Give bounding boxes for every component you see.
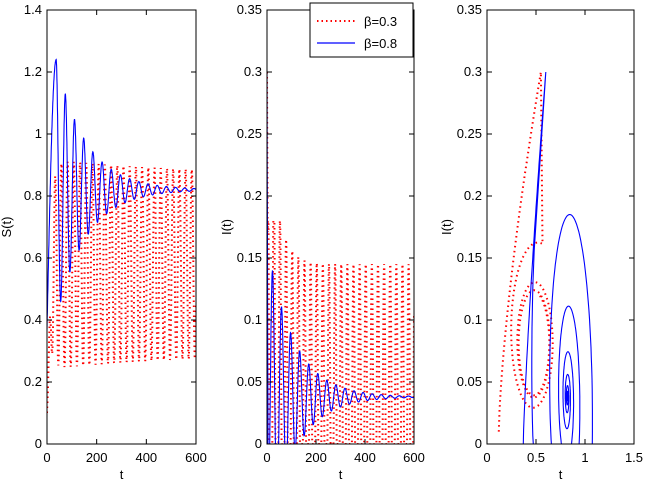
- x-tick-label: 0: [483, 450, 490, 465]
- y-tick-label: 0.8: [24, 188, 42, 203]
- y-tick-label: 0.4: [24, 312, 42, 327]
- plot-area: [47, 58, 196, 414]
- series-beta-0.3: [497, 71, 554, 432]
- y-tick-label: 0: [255, 436, 262, 451]
- panel-s-of-t: 0 200 400 600 0 0.2 0.4 0.6 0.8 1 1.2 1.4 t S(t): [0, 2, 207, 482]
- y-tick-label: 1.4: [24, 2, 42, 17]
- y-tick-label: 0: [35, 436, 42, 451]
- x-tick-label: 200: [86, 450, 108, 465]
- x-tick-label: 600: [403, 450, 425, 465]
- y-tick-label: 0.6: [24, 250, 42, 265]
- y-axis-label: S(t): [0, 217, 14, 238]
- y-axis-label: I(t): [439, 219, 454, 235]
- x-tick-label: 400: [135, 450, 157, 465]
- y-tick-label: 0.35: [237, 2, 262, 17]
- x-tick-label: 0.5: [527, 450, 545, 465]
- x-tick-label: 600: [185, 450, 207, 465]
- y-tick-label: 1: [35, 126, 42, 141]
- axes-frame: [486, 9, 635, 445]
- y-tick-label: 0.35: [457, 2, 482, 17]
- x-tick-label: 0: [43, 450, 50, 465]
- legend-label-beta-low: β=0.3: [364, 14, 397, 29]
- panel-i-of-t: 0 200 400 600 0 0.05 0.1 0.15 0.2 0.25 0.3 0.35 t I(t…: [219, 2, 425, 482]
- y-tick-label: 0.25: [237, 126, 262, 141]
- x-tick-label: 400: [354, 450, 376, 465]
- y-tick-label: 0.15: [457, 250, 482, 265]
- x-axis-label: t: [120, 467, 124, 482]
- series-beta-0.8: [267, 71, 414, 444]
- y-tick-label: 0.05: [237, 374, 262, 389]
- legend-box: [309, 2, 414, 58]
- y-tick-label: 0.2: [244, 188, 262, 203]
- plot-area: [267, 71, 414, 444]
- legend-label-beta-high: β=0.8: [364, 36, 397, 51]
- y-tick-label: 0.1: [244, 312, 262, 327]
- y-tick-label: 0.2: [464, 188, 482, 203]
- y-tick-label: 0.05: [457, 374, 482, 389]
- axes-frame: [46, 9, 197, 445]
- x-axis-label: t: [339, 467, 343, 482]
- x-tick-label: 200: [305, 450, 327, 465]
- x-tick-label: 0: [263, 450, 270, 465]
- x-axis-label: t: [559, 467, 563, 482]
- series-beta-0.3: [47, 161, 196, 414]
- y-tick-label: 1.2: [24, 64, 42, 79]
- panel-phase-plane: 0 0.5 1 1.5 0 0.05 0.1 0.15 0.2 0.25 0.3 0.35 t I(t): [439, 2, 643, 482]
- y-tick-label: 0.15: [237, 250, 262, 265]
- series-beta-0.8: [522, 71, 593, 444]
- y-tick-label: 0: [475, 436, 482, 451]
- plot-area: [497, 71, 593, 444]
- x-tick-label: 1.5: [625, 450, 643, 465]
- y-tick-label: 0.1: [464, 312, 482, 327]
- y-axis-label: I(t): [219, 219, 234, 235]
- y-tick-label: 0.3: [464, 64, 482, 79]
- series-beta-0.8: [47, 58, 196, 330]
- x-tick-label: 1: [581, 450, 588, 465]
- y-tick-label: 0.3: [244, 64, 262, 79]
- legend: β=0.3 β=0.8: [309, 2, 414, 58]
- y-tick-label: 0.2: [24, 374, 42, 389]
- y-tick-label: 0.25: [457, 126, 482, 141]
